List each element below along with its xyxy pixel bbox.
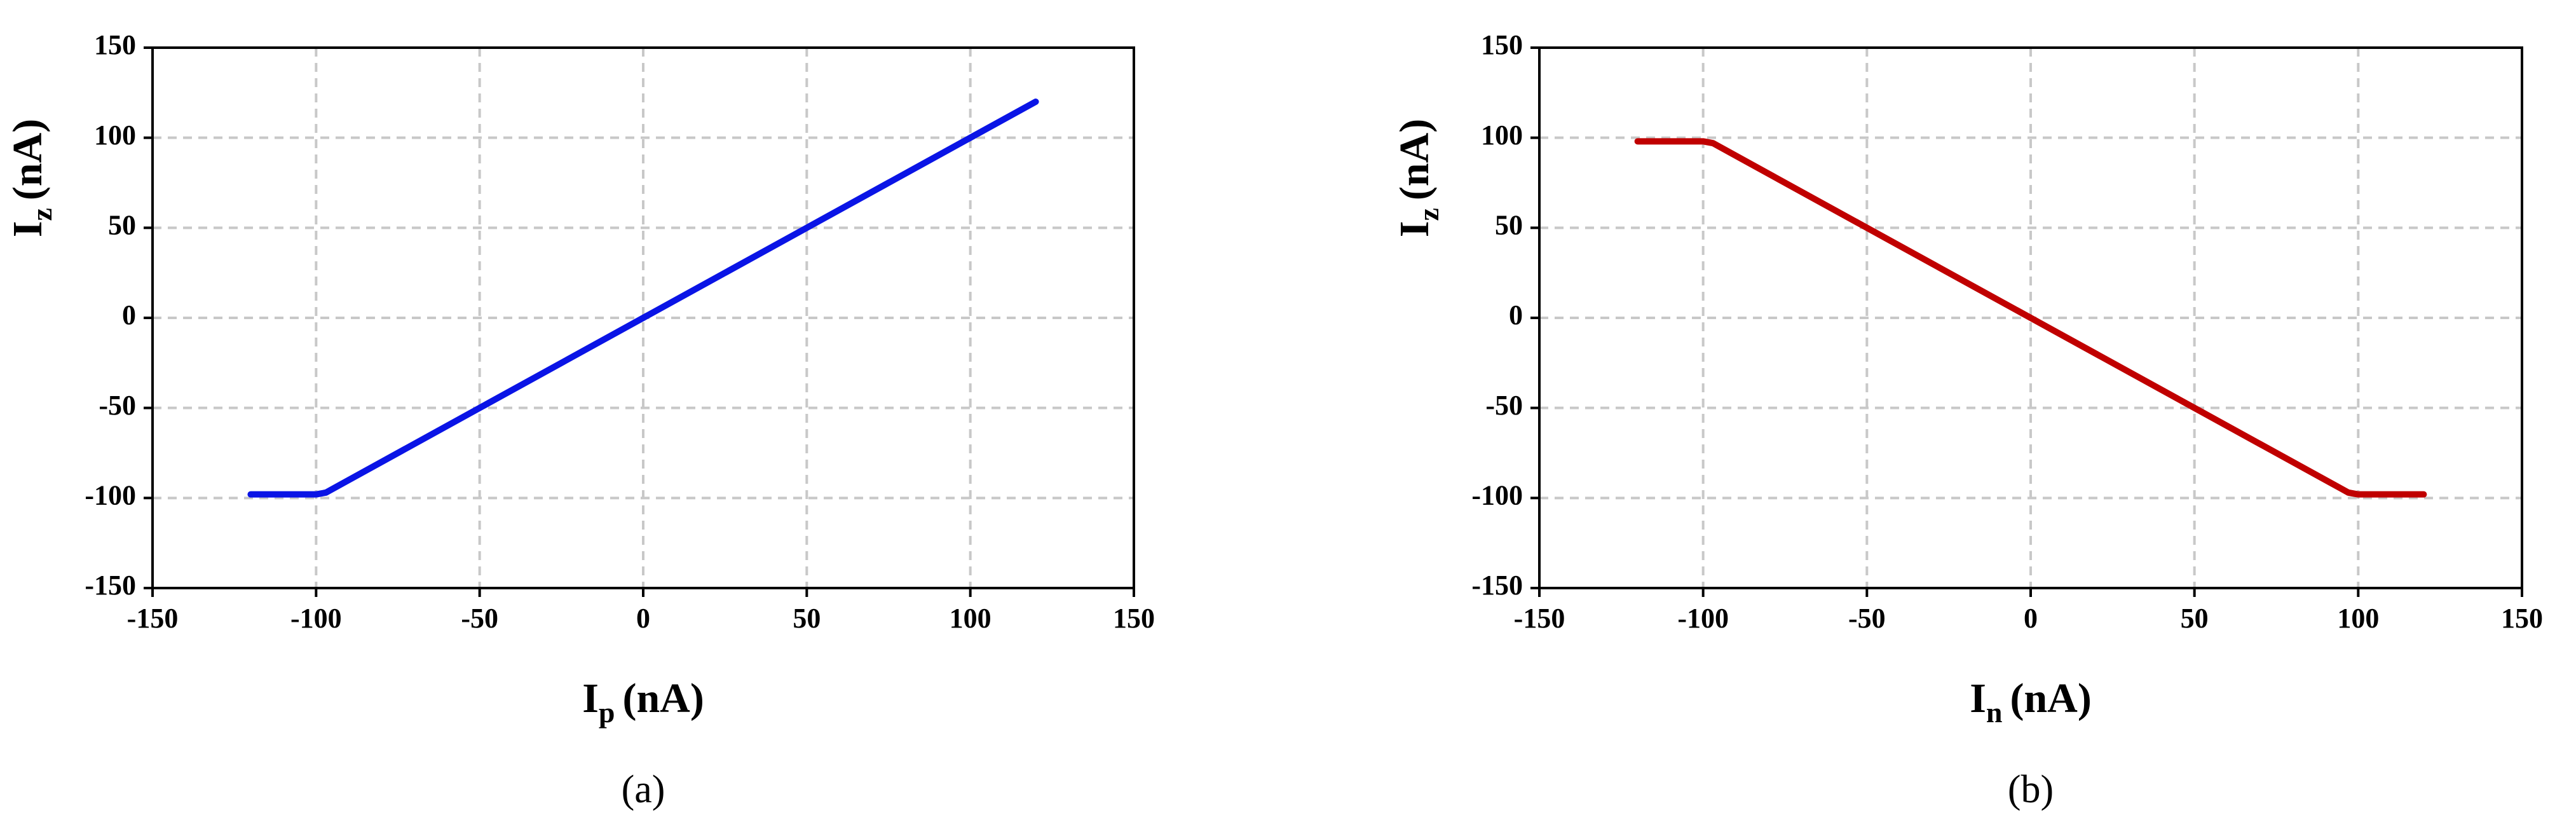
x-tick-label: 150 bbox=[2501, 603, 2543, 634]
x-tick-label: 100 bbox=[950, 603, 992, 634]
y-axis-title-main: I bbox=[1391, 221, 1438, 238]
x-tick-label: -150 bbox=[127, 603, 179, 634]
x-tick-label: 100 bbox=[2337, 603, 2379, 634]
x-axis-title-sub: n bbox=[1986, 696, 2003, 729]
plot-frame bbox=[151, 46, 1135, 589]
y-tick-label: 50 bbox=[108, 209, 136, 240]
y-tick-label: -100 bbox=[1471, 479, 1523, 510]
y-tick-label: -50 bbox=[99, 390, 136, 421]
x-tick-label: 0 bbox=[636, 603, 650, 634]
x-axis-title-sub: p bbox=[599, 696, 615, 729]
y-axis-title-unit: (nA) bbox=[1391, 119, 1438, 200]
x-axis-title-main: I bbox=[1970, 675, 1986, 722]
y-axis-title-unit: (nA) bbox=[4, 119, 51, 200]
x-tick-label: -50 bbox=[1848, 603, 1886, 634]
x-tick-label: 0 bbox=[2024, 603, 2038, 634]
caption: (a) bbox=[622, 768, 665, 811]
line bbox=[1634, 138, 2427, 498]
x-axis-title: In (nA) bbox=[1970, 675, 2092, 729]
y-tick-label: 0 bbox=[122, 299, 136, 331]
plot-frame bbox=[1538, 46, 2523, 589]
y-tick-label: -150 bbox=[85, 570, 136, 601]
x-axis-title-main: I bbox=[582, 675, 599, 722]
panel: -150 -100 -50 0 50 100 150 -150 -100 -50 0 50 100 150… bbox=[1391, 29, 2543, 811]
y-tick-label: 150 bbox=[1481, 29, 1523, 60]
y-axis-title-sub: z bbox=[1412, 208, 1445, 221]
x-axis-title: Ip (nA) bbox=[582, 675, 704, 729]
x-axis-title-unit: (nA) bbox=[622, 675, 704, 722]
caption: (b) bbox=[2008, 768, 2054, 811]
y-tick-label: 100 bbox=[1481, 120, 1523, 151]
y-axis-title: Iz (nA) bbox=[1391, 119, 1445, 237]
y-axis-title-sub: z bbox=[25, 208, 58, 221]
x-tick-label: -100 bbox=[1677, 603, 1729, 634]
y-tick-label: 100 bbox=[94, 120, 136, 151]
x-tick-label: -100 bbox=[290, 603, 342, 634]
panel: -150 -100 -50 0 50 100 150 -150 -100 -50 0 50 100 150… bbox=[4, 29, 1155, 811]
y-axis-title: Iz (nA) bbox=[4, 119, 58, 237]
y-tick-label: 50 bbox=[1495, 209, 1523, 240]
y-tick-label: 0 bbox=[1509, 299, 1523, 331]
y-tick-label: 150 bbox=[94, 29, 136, 60]
line bbox=[247, 99, 1039, 498]
x-axis-title-unit: (nA) bbox=[2010, 675, 2091, 722]
x-tick-label: 150 bbox=[1113, 603, 1155, 634]
x-tick-label: 50 bbox=[793, 603, 821, 634]
x-tick-label: -150 bbox=[1514, 603, 1565, 634]
x-tick-label: -50 bbox=[461, 603, 498, 634]
x-tick-label: 50 bbox=[2181, 603, 2209, 634]
y-axis-title-main: I bbox=[4, 221, 51, 238]
y-tick-label: -100 bbox=[85, 479, 136, 510]
y-tick-label: -150 bbox=[1471, 570, 1523, 601]
y-tick-label: -50 bbox=[1485, 390, 1523, 421]
